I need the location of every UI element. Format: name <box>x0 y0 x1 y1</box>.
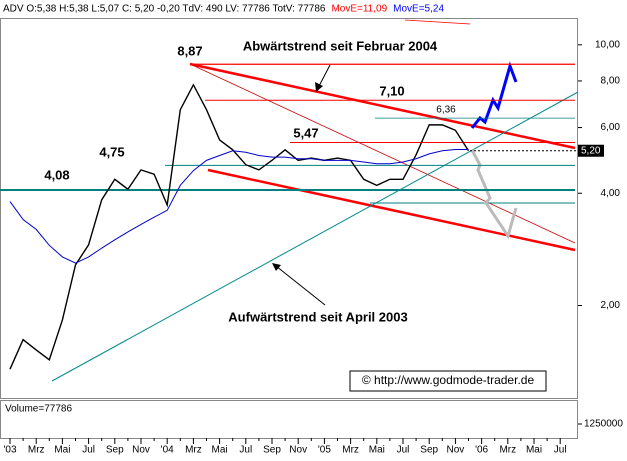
x-tick-label: Sep <box>263 445 281 456</box>
level-label: 5,47 <box>293 125 318 140</box>
last-price-box <box>578 144 604 157</box>
x-tick-label: Mai <box>526 445 542 456</box>
level-label: 7,10 <box>379 83 404 98</box>
x-tick-label: Mai <box>369 445 385 456</box>
copyright: © http://www.godmode-trader.de <box>362 373 535 387</box>
x-tick-label: Jul <box>554 445 567 456</box>
x-tick-label: Sep <box>420 445 438 456</box>
y-tick-label: 10,00 <box>595 39 620 50</box>
y-tick-label: 8,00 <box>601 76 621 87</box>
pointer <box>317 64 331 89</box>
header: ADV O:5,38 H:5,38 L:5,07 C: 5,20 -0,20 T… <box>3 4 326 15</box>
downtrend-lower <box>207 168 576 252</box>
x-tick-label: '04 <box>161 445 174 456</box>
x-tick-label: '06 <box>475 445 488 456</box>
price-line <box>9 83 470 370</box>
volume-tick-label: 1250000 <box>584 419 623 430</box>
x-tick-label: Jul <box>239 445 252 456</box>
level-label: 8,87 <box>177 43 202 58</box>
x-tick-label: Nov <box>132 445 150 456</box>
pointer-head <box>272 263 281 271</box>
x-tick-label: '03 <box>3 445 16 456</box>
level-label: 4,08 <box>44 167 69 182</box>
copyright-box <box>349 370 547 392</box>
x-tick-label: Mrz <box>28 445 45 456</box>
x-tick-label: Sep <box>106 445 124 456</box>
x-tick-label: Mrz <box>499 445 516 456</box>
annotation: Abwärtstrend seit Februar 2004 <box>243 38 438 53</box>
uptrend-line <box>51 91 579 382</box>
x-tick-label: Jul <box>82 445 95 456</box>
ma-legend: MovE=11,09 <box>331 4 387 15</box>
price-line <box>9 148 469 264</box>
downtrend-line <box>189 62 576 150</box>
x-tick-label: Jul <box>397 445 410 456</box>
plot-frame <box>0 18 578 399</box>
x-tick-label: Mrz <box>185 445 202 456</box>
x-tick-label: Mrz <box>342 445 359 456</box>
volume-label: Volume=77786 <box>5 404 72 415</box>
y-tick-label: 6,00 <box>601 122 621 133</box>
ma-legend: MovE=5,24 <box>393 4 444 15</box>
level-label: 6,36 <box>436 105 456 116</box>
x-tick-label: Nov <box>447 445 465 456</box>
pointer-head <box>315 82 323 92</box>
x-tick-label: Mai <box>54 445 70 456</box>
last-price-label: 5,20 <box>581 145 601 156</box>
y-tick-label: 2,00 <box>601 300 621 311</box>
x-tick-label: Nov <box>289 445 307 456</box>
volume-frame <box>0 400 578 439</box>
y-tick-label: 4,00 <box>601 188 621 199</box>
x-tick-label: Mai <box>212 445 228 456</box>
annotation: Aufwärtstrend seit April 2003 <box>228 309 407 324</box>
pointer <box>275 265 326 306</box>
x-tick-label: '05 <box>318 445 331 456</box>
fan-line <box>189 63 576 244</box>
level-label: 4,75 <box>99 144 124 159</box>
ma-legend-tick <box>404 19 471 25</box>
